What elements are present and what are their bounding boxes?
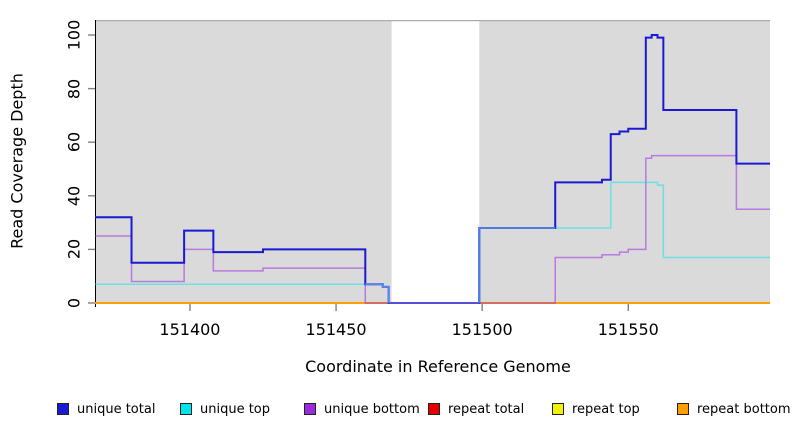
legend-label: repeat top bbox=[572, 401, 640, 417]
series-line-unique-total bbox=[95, 34, 770, 304]
legend-item-repeat-total: repeat total bbox=[428, 401, 525, 417]
legend-swatch-icon bbox=[428, 403, 440, 415]
series-line-overlap-blend bbox=[365, 283, 390, 303]
legend-item-unique-total: unique total bbox=[57, 401, 156, 417]
y-tick-label: 100 bbox=[64, 19, 84, 51]
legend-item-repeat-top: repeat top bbox=[552, 401, 640, 417]
legend-label: unique total bbox=[77, 401, 156, 417]
legend-label: unique top bbox=[200, 401, 271, 417]
y-tick-label: 20 bbox=[64, 239, 84, 260]
y-tick-label: 0 bbox=[64, 297, 84, 309]
y-tick-label: 80 bbox=[64, 78, 84, 99]
x-tick-label: 151400 bbox=[159, 320, 221, 339]
legend-item-repeat-bottom: repeat bottom bbox=[677, 401, 791, 417]
x-axis-title: Coordinate in Reference Genome bbox=[305, 357, 571, 376]
legend-item-unique-top: unique top bbox=[180, 401, 271, 417]
series-line-overlap-blend bbox=[478, 226, 556, 303]
legend-label: unique bottom bbox=[324, 401, 420, 417]
covered-region-shading bbox=[95, 20, 392, 304]
legend-label: repeat total bbox=[448, 401, 525, 417]
x-tick-label: 151450 bbox=[305, 320, 367, 339]
x-tick-label: 151500 bbox=[451, 320, 513, 339]
legend-item-unique-bottom: unique bottom bbox=[304, 401, 420, 417]
y-axis-title: Read Coverage Depth bbox=[7, 73, 27, 249]
x-tick-label: 151550 bbox=[597, 320, 659, 339]
legend-swatch-icon bbox=[57, 403, 69, 415]
y-tick-label: 40 bbox=[64, 185, 84, 206]
covered-region-shading bbox=[479, 20, 770, 304]
legend-swatch-icon bbox=[552, 403, 564, 415]
series-line-unique-bottom bbox=[95, 154, 770, 304]
y-tick-label: 60 bbox=[64, 132, 84, 153]
legend-swatch-icon bbox=[677, 403, 689, 415]
legend-label: repeat bottom bbox=[697, 401, 791, 417]
legend-swatch-icon bbox=[180, 403, 192, 415]
legend-swatch-icon bbox=[304, 403, 316, 415]
